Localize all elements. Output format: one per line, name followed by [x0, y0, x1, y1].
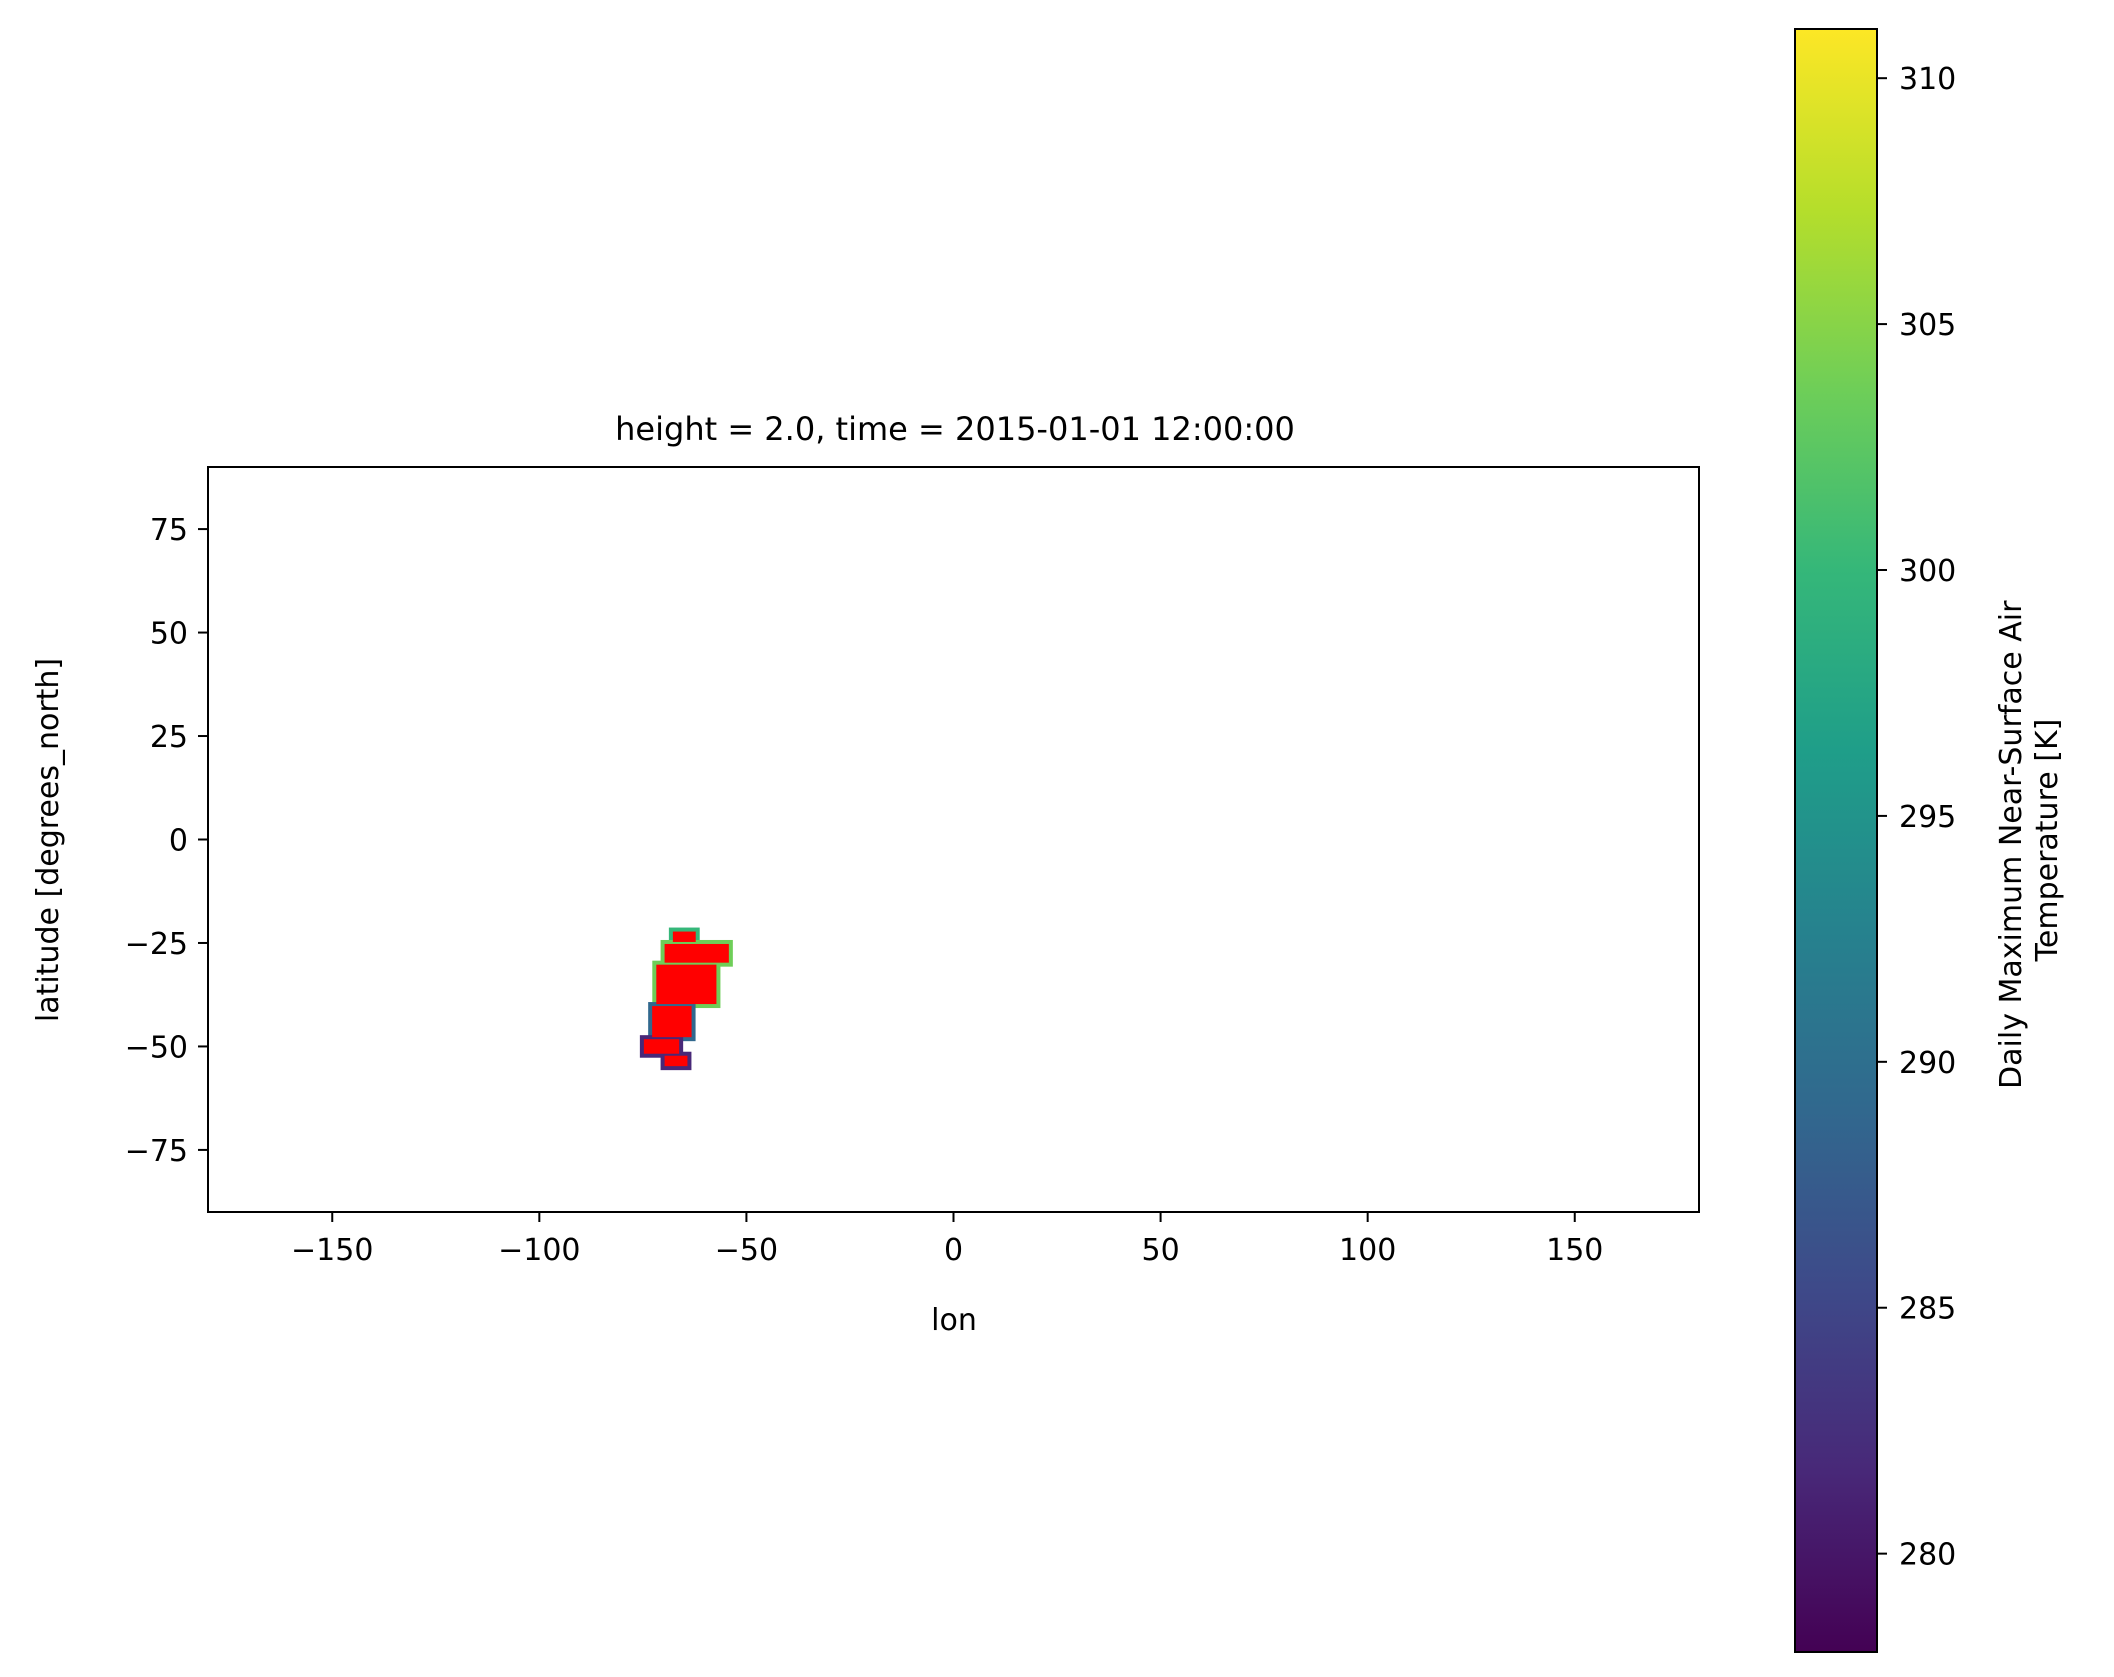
highlight-cell: [652, 1006, 692, 1038]
x-tick-label: 100: [1339, 1233, 1396, 1268]
y-axis-ticks: 75 50 25 0 −25 −50 −75: [125, 513, 208, 1169]
colorbar-tick-label: 305: [1899, 308, 1956, 343]
colorbar-frame: [1794, 28, 1878, 1653]
y-tick-label: 25: [150, 720, 188, 755]
highlight-cell: [643, 1039, 680, 1054]
colorbar-tick-label: 290: [1899, 1046, 1956, 1081]
y-tick-label: −75: [125, 1134, 188, 1169]
plot-background: [208, 467, 1699, 1212]
colorbar: 280 285 290 295 300 305 310 Daily Maximum Near…: [1794, 28, 2065, 1653]
highlight-cell: [664, 1055, 688, 1067]
x-tick-label: 50: [1141, 1233, 1179, 1268]
colorbar-tick-label: 285: [1899, 1292, 1956, 1327]
x-tick-label: 0: [944, 1233, 963, 1268]
y-tick-label: −50: [125, 1030, 188, 1065]
colorbar-label: Daily Maximum Near-Surface Air Temperatu…: [1994, 591, 2065, 1089]
colorbar-gradient: [1795, 29, 1877, 1652]
highlight-cell: [664, 943, 729, 963]
y-tick-label: −25: [125, 927, 188, 962]
colorbar-label-line-1: Daily Maximum Near-Surface Air: [1994, 600, 2029, 1089]
colorbar-tick-label: 300: [1899, 554, 1956, 589]
x-tick-label: −150: [291, 1233, 373, 1268]
highlight-cell: [656, 964, 717, 1005]
data-layer: [639, 927, 733, 1071]
x-tick-label: −50: [715, 1233, 778, 1268]
y-tick-label: 0: [169, 824, 188, 859]
colorbar-tick-label: 310: [1899, 62, 1956, 97]
colorbar-ticks: 280 285 290 295 300 305 310: [1877, 62, 1956, 1573]
y-tick-label: 50: [150, 617, 188, 652]
x-axis-ticks: −150 −100 −50 0 50 100 150: [291, 1212, 1603, 1268]
x-axis-label: lon: [931, 1303, 977, 1338]
chart-title: height = 2.0, time = 2015-01-01 12:00:00: [615, 410, 1295, 448]
plot-area: [207, 466, 1700, 1213]
colorbar-label-line-2: Temperature [K]: [2030, 719, 2065, 963]
x-tick-label: 150: [1546, 1233, 1603, 1268]
colorbar-tick-label: 280: [1899, 1538, 1956, 1573]
x-tick-label: −100: [498, 1233, 580, 1268]
highlight-cell: [672, 931, 696, 942]
y-tick-label: 75: [150, 513, 188, 548]
colorbar-tick-label: 295: [1899, 800, 1956, 835]
y-axis-label: latitude [degrees_north]: [31, 658, 66, 1022]
